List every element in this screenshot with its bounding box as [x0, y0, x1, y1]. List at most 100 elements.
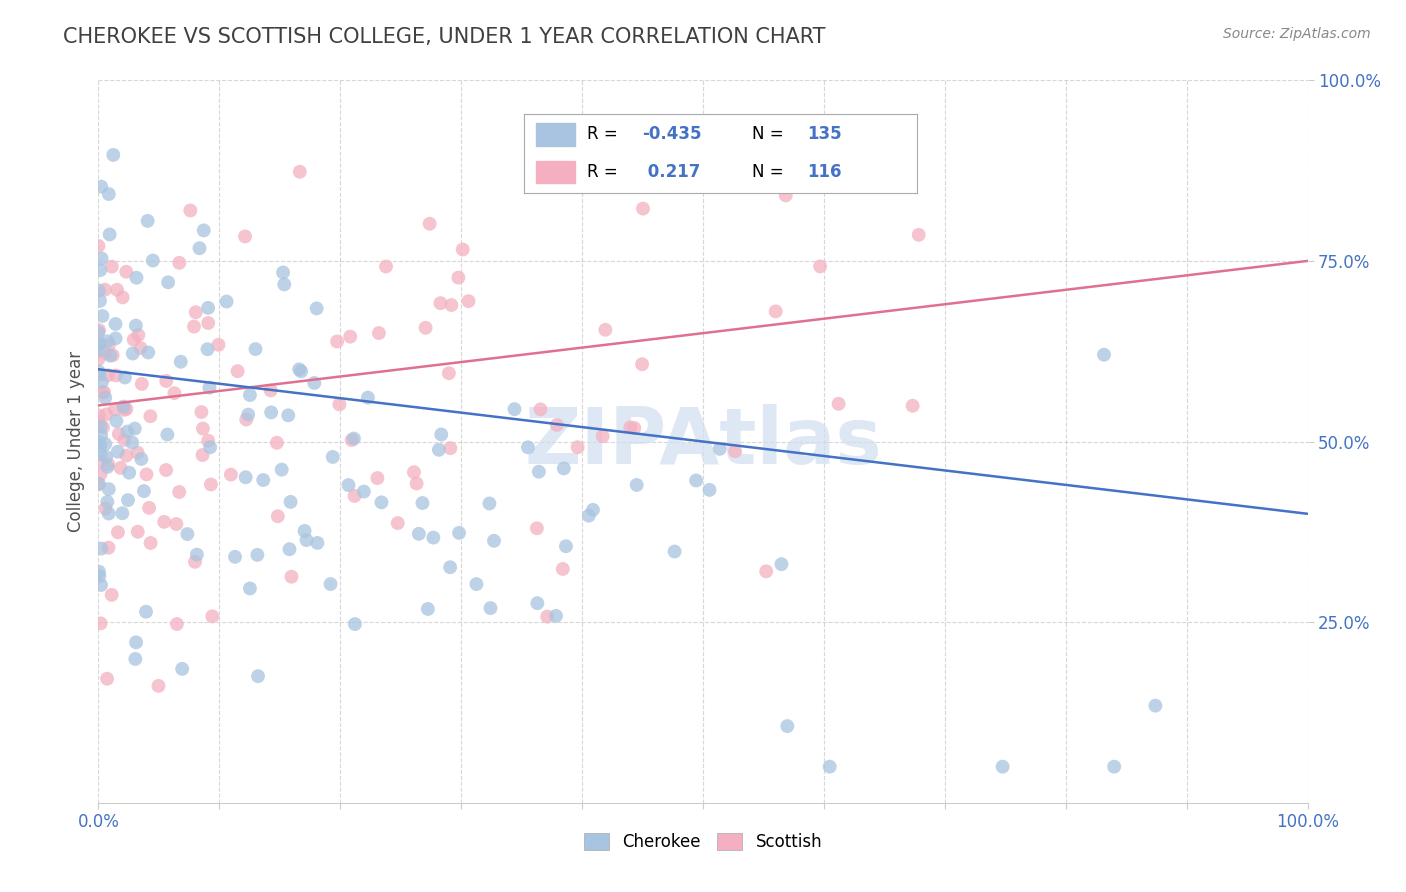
Point [337, 478, 360, 492]
Point [808, 260, 831, 274]
Point [328, 397, 350, 411]
Point [98, 337, 121, 351]
Point [96, 450, 118, 464]
Point [239, 582, 262, 596]
Point [90, 616, 112, 631]
Point [94, 283, 117, 297]
Point [295, 533, 318, 547]
Point [107, 444, 129, 458]
Point [273, 277, 295, 292]
Point [118, 466, 141, 480]
Point [97, 458, 120, 472]
Point [326, 334, 349, 349]
Point [89, 439, 111, 453]
Point [127, 524, 149, 539]
Point [219, 467, 242, 482]
Point [437, 366, 460, 380]
Point [343, 432, 366, 446]
Point [527, 465, 550, 479]
Point [89, 263, 111, 277]
Text: R =: R = [588, 163, 623, 181]
Point [166, 617, 188, 632]
Point [94, 391, 117, 405]
Point [125, 635, 148, 649]
Point [97, 482, 120, 496]
Point [135, 467, 157, 482]
Point [197, 342, 219, 356]
Point [155, 374, 177, 388]
Point [90, 447, 112, 461]
Point [340, 433, 363, 447]
Point [631, 357, 654, 371]
Point [447, 525, 470, 540]
Point [427, 442, 450, 457]
Point [405, 476, 427, 491]
Point [1092, 348, 1115, 362]
Point [105, 283, 128, 297]
Point [366, 471, 388, 485]
Point [901, 399, 924, 413]
Point [139, 536, 162, 550]
Point [294, 524, 316, 538]
Point [155, 463, 177, 477]
Point [100, 260, 122, 274]
Point [270, 462, 292, 476]
Point [235, 470, 257, 484]
Point [201, 609, 224, 624]
Point [402, 465, 425, 479]
Point [114, 433, 136, 447]
Point [97, 187, 120, 202]
Point [595, 323, 617, 337]
Point [111, 506, 134, 520]
Point [139, 409, 162, 424]
Point [288, 362, 311, 376]
Point [121, 435, 143, 450]
Point [224, 549, 246, 564]
Point [408, 526, 430, 541]
Point [97, 368, 120, 383]
Point [98, 349, 121, 363]
Point [247, 669, 270, 683]
Point [112, 402, 135, 417]
Point [685, 474, 707, 488]
Point [567, 440, 589, 454]
Point [536, 609, 558, 624]
Point [169, 256, 191, 270]
Point [447, 270, 470, 285]
Point [991, 760, 1014, 774]
Text: N =: N = [752, 163, 789, 181]
Point [260, 384, 283, 398]
Point [96, 460, 118, 475]
Point [215, 294, 238, 309]
Text: 0.217: 0.217 [643, 163, 700, 181]
Point [198, 381, 221, 395]
Point [100, 588, 122, 602]
Point [775, 188, 797, 202]
Point [277, 409, 299, 423]
Point [439, 441, 461, 455]
Point [776, 719, 799, 733]
Point [93, 346, 115, 360]
Point [183, 319, 205, 334]
Point [90, 428, 112, 442]
Point [907, 227, 929, 242]
Point [94, 501, 117, 516]
Point [239, 388, 262, 402]
Point [1102, 760, 1125, 774]
Point [619, 420, 641, 434]
Point [142, 253, 165, 268]
Point [122, 333, 145, 347]
Text: N =: N = [752, 125, 789, 143]
Point [136, 345, 159, 359]
Point [87, 326, 110, 340]
Point [136, 214, 159, 228]
Point [114, 370, 136, 384]
Point [526, 596, 548, 610]
Point [156, 427, 179, 442]
Point [343, 489, 366, 503]
Point [107, 525, 129, 540]
Point [479, 601, 502, 615]
Point [87, 338, 110, 352]
Point [172, 662, 194, 676]
Point [87, 476, 110, 491]
